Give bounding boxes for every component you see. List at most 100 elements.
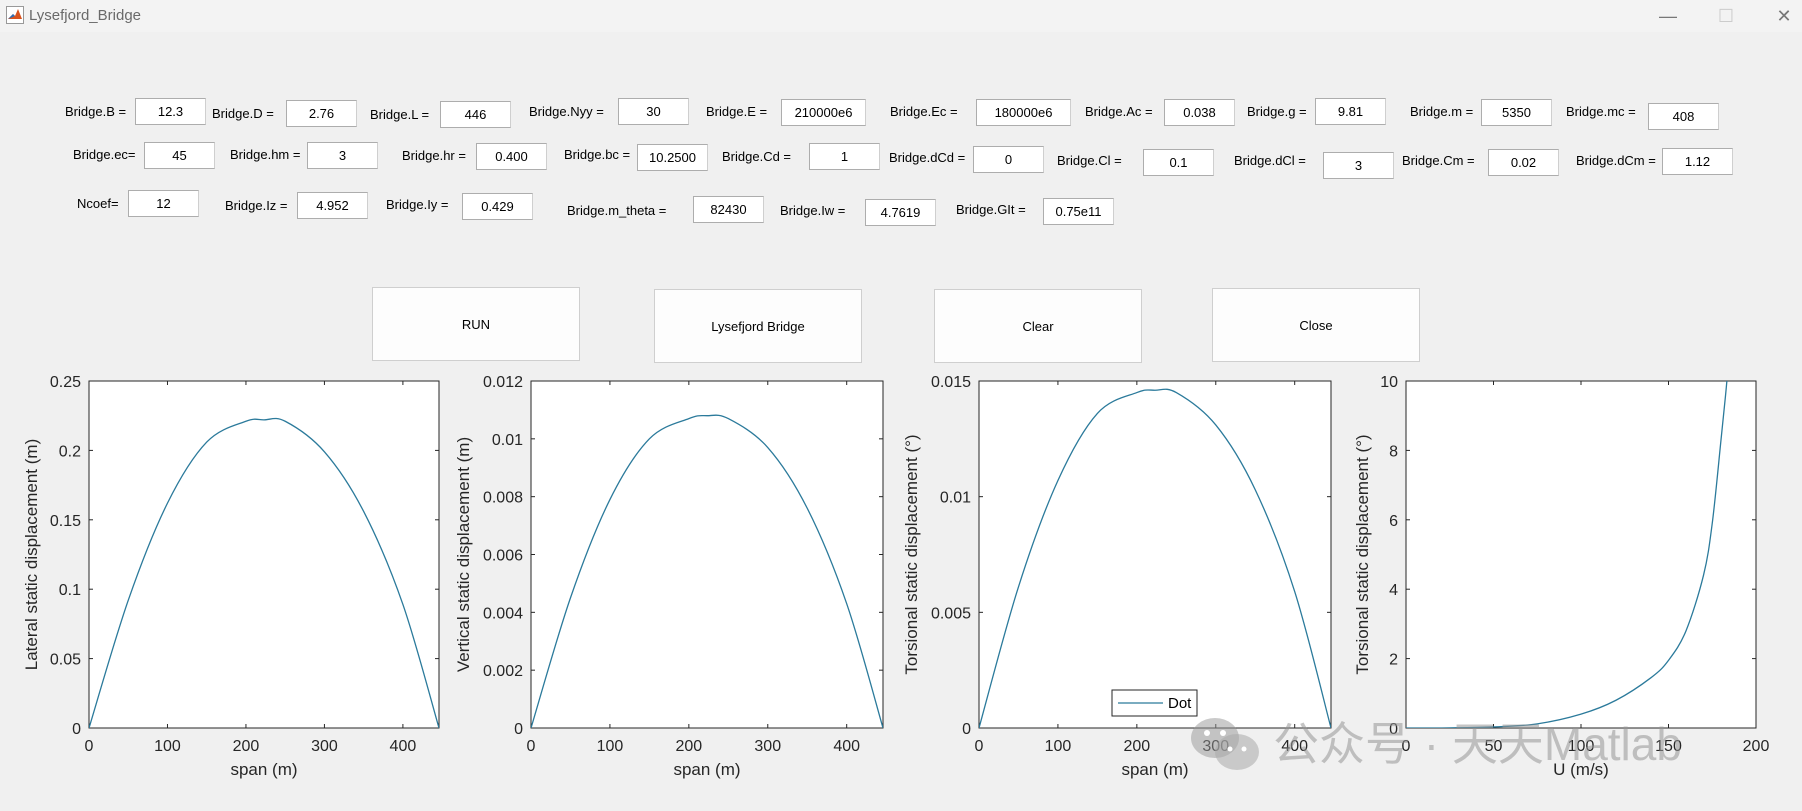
- input-mc[interactable]: [1648, 103, 1719, 130]
- y-tick-label: 0.01: [492, 432, 523, 449]
- label-hm: Bridge.hm =: [230, 147, 301, 162]
- label-ec: Bridge.ec=: [73, 147, 136, 162]
- label-Ac: Bridge.Ac =: [1085, 104, 1153, 119]
- torsional-displacement-speed-axes[interactable]: 0 50 100 150 200 0 2 4 6 8 10 U (m/s) Torsional stat…: [1353, 346, 1769, 779]
- x-axis-label: span (m): [673, 760, 740, 779]
- input-Iy[interactable]: [462, 193, 533, 220]
- x-axis-label: U (m/s): [1553, 760, 1609, 779]
- input-m_theta[interactable]: [693, 196, 764, 223]
- label-Cl: Bridge.Cl =: [1057, 153, 1122, 168]
- label-m_theta: Bridge.m_theta =: [567, 203, 667, 218]
- y-tick-label: 0.008: [483, 490, 523, 507]
- y-axis-label: Torsional static displacement (°): [1353, 434, 1372, 674]
- input-dCd[interactable]: [973, 146, 1044, 173]
- input-Ec[interactable]: [976, 99, 1071, 126]
- x-tick-label: 100: [1045, 738, 1072, 755]
- y-axis-label: Torsional static displacement (°): [902, 434, 921, 674]
- input-Ncoef[interactable]: [128, 190, 199, 217]
- input-Nyy[interactable]: [618, 98, 689, 125]
- input-Cd[interactable]: [809, 143, 880, 170]
- y-tick-label: 0.012: [483, 374, 523, 391]
- label-dCl: Bridge.dCl =: [1234, 153, 1306, 168]
- x-tick-label: 400: [833, 738, 860, 755]
- input-D[interactable]: [286, 100, 357, 127]
- input-Ac[interactable]: [1164, 99, 1235, 126]
- watermark-text: 公众号 · 天天Matlab: [1273, 718, 1682, 770]
- input-L[interactable]: [440, 101, 511, 128]
- label-bc: Bridge.bc =: [564, 147, 631, 162]
- input-hr[interactable]: [476, 143, 547, 170]
- y-tick-label: 0: [72, 721, 81, 738]
- input-dCm[interactable]: [1662, 148, 1733, 175]
- x-tick-label: 200: [233, 738, 260, 755]
- x-tick-label: 100: [1568, 738, 1595, 755]
- input-ec[interactable]: [144, 142, 215, 169]
- x-axis-label: span (m): [1121, 760, 1188, 779]
- y-tick-label: 0.015: [931, 374, 971, 391]
- lysefjord-bridge-button[interactable]: Lysefjord Bridge: [654, 289, 862, 363]
- matlab-icon: [6, 6, 24, 24]
- vertical-displacement-axes[interactable]: 0 100 200 300 400 0 0.002 0.004 0.006 0.008 0.01 0.…: [454, 374, 884, 779]
- label-m: Bridge.m =: [1410, 104, 1474, 119]
- x-tick-label: 200: [1743, 738, 1770, 755]
- x-tick-label: 300: [754, 738, 781, 755]
- series-line: [979, 388, 1331, 728]
- x-tick-label: 100: [154, 738, 181, 755]
- input-GIt[interactable]: [1043, 198, 1114, 225]
- close-button[interactable]: Close: [1212, 288, 1420, 362]
- y-tick-label: 0.15: [50, 513, 81, 530]
- input-m[interactable]: [1481, 99, 1552, 126]
- y-tick-label: 2: [1389, 652, 1398, 669]
- series-line: [89, 417, 439, 728]
- maximize-icon[interactable]: ☐: [1717, 6, 1735, 26]
- input-B[interactable]: [135, 98, 206, 125]
- label-dCd: Bridge.dCd =: [889, 150, 966, 165]
- input-Iz[interactable]: [297, 192, 368, 219]
- input-Iw[interactable]: [865, 199, 936, 226]
- axes-box: [1405, 380, 1757, 729]
- input-Cm[interactable]: [1488, 149, 1559, 176]
- label-Ec: Bridge.Ec =: [890, 104, 958, 119]
- y-tick-label: 0.25: [50, 374, 81, 391]
- close-window-icon[interactable]: ✕: [1776, 6, 1792, 26]
- x-axis-label: span (m): [230, 760, 297, 779]
- legend-entry: Dot: [1168, 695, 1192, 712]
- input-g[interactable]: [1315, 98, 1386, 125]
- y-tick-label: 0: [1389, 721, 1398, 738]
- input-E[interactable]: [781, 99, 866, 126]
- x-tick-label: 0: [975, 738, 984, 755]
- y-tick-label: 0.2: [59, 443, 81, 460]
- x-tick-label: 200: [1123, 738, 1150, 755]
- minimize-icon[interactable]: —: [1659, 6, 1677, 26]
- label-D: Bridge.D =: [212, 106, 274, 121]
- clear-button[interactable]: Clear: [934, 289, 1142, 363]
- label-Ncoef: Ncoef=: [77, 196, 119, 211]
- y-tick-label: 0.002: [483, 663, 523, 680]
- x-tick-label: 50: [1485, 738, 1503, 755]
- y-tick-label: 0: [514, 721, 523, 738]
- x-tick-label: 300: [311, 738, 338, 755]
- y-tick-label: 4: [1389, 582, 1398, 599]
- lateral-displacement-axes[interactable]: 0 100 200 300 400 0 0.05 0.1 0.15 0.2 0.25 span (m)…: [22, 374, 440, 779]
- run-button[interactable]: RUN: [372, 287, 580, 361]
- input-bc[interactable]: [637, 144, 708, 171]
- axes-box: [530, 380, 884, 729]
- label-E: Bridge.E =: [706, 104, 768, 119]
- label-hr: Bridge.hr =: [402, 148, 466, 163]
- label-Iz: Bridge.Iz =: [225, 198, 288, 213]
- y-tick-label: 0.005: [931, 605, 971, 622]
- x-tick-label: 0: [1402, 738, 1411, 755]
- x-tick-label: 150: [1655, 738, 1682, 755]
- axes-box: [88, 380, 440, 729]
- input-Cl[interactable]: [1143, 149, 1214, 176]
- label-Iy: Bridge.Iy =: [386, 197, 449, 212]
- label-Iw: Bridge.Iw =: [780, 203, 846, 218]
- x-tick-label: 400: [1281, 738, 1308, 755]
- y-tick-label: 10: [1380, 374, 1398, 391]
- watermark: 公众号 · 天天Matlab: [1185, 708, 1785, 778]
- input-dCl[interactable]: [1323, 152, 1394, 179]
- window-title: Lysefjord_Bridge: [29, 7, 142, 24]
- label-dCm: Bridge.dCm =: [1576, 153, 1656, 168]
- input-hm[interactable]: [307, 142, 378, 169]
